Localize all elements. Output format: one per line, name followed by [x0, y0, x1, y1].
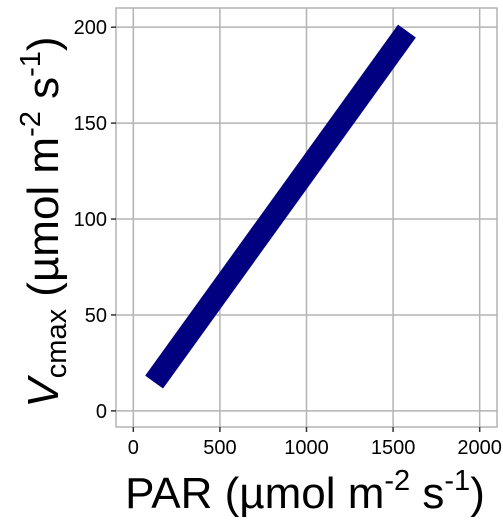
x-tick-label: 500: [203, 437, 236, 459]
x-tick-label: 2000: [457, 437, 502, 459]
x-axis-title-sup2: -1: [444, 465, 470, 497]
y-axis-title-subscript: cmax: [41, 308, 73, 378]
y-tick-label: 50: [85, 305, 107, 327]
y-tick-label: 100: [74, 209, 107, 231]
y-axis-title-sup1: -2: [15, 111, 47, 137]
y-tick-label: 200: [74, 17, 107, 39]
y-axis-ticks: 0 50 100 150 200: [74, 17, 116, 423]
y-tick-label: 150: [74, 113, 107, 135]
y-axis-title-symbol: V: [19, 375, 68, 408]
x-tick-label: 1500: [371, 437, 416, 459]
x-tick-label: 0: [128, 437, 139, 459]
y-axis-title-sup2: -1: [15, 51, 47, 77]
y-axis-title-prefix: (µmol m: [19, 137, 68, 309]
x-axis-title-sup1: -2: [384, 465, 410, 497]
x-axis-title-prefix: PAR (µmol m: [125, 469, 384, 518]
x-axis-title-mid: s: [410, 469, 444, 518]
y-tick-label: 0: [96, 401, 107, 423]
x-axis-ticks: 0 500 1000 1500 2000: [128, 427, 502, 459]
y-axis-title-suffix: ): [19, 36, 68, 51]
y-axis-title: Vcmax (µmol m-2 s-1): [15, 36, 73, 407]
x-tick-label: 1000: [284, 437, 329, 459]
y-axis-title-mid: s: [19, 77, 68, 111]
grid: [115, 7, 498, 428]
series-group: [145, 24, 416, 389]
x-axis-title-suffix: ): [470, 469, 485, 518]
series-line: [145, 24, 416, 389]
x-axis-title: PAR (µmol m-2 s-1): [125, 465, 485, 518]
